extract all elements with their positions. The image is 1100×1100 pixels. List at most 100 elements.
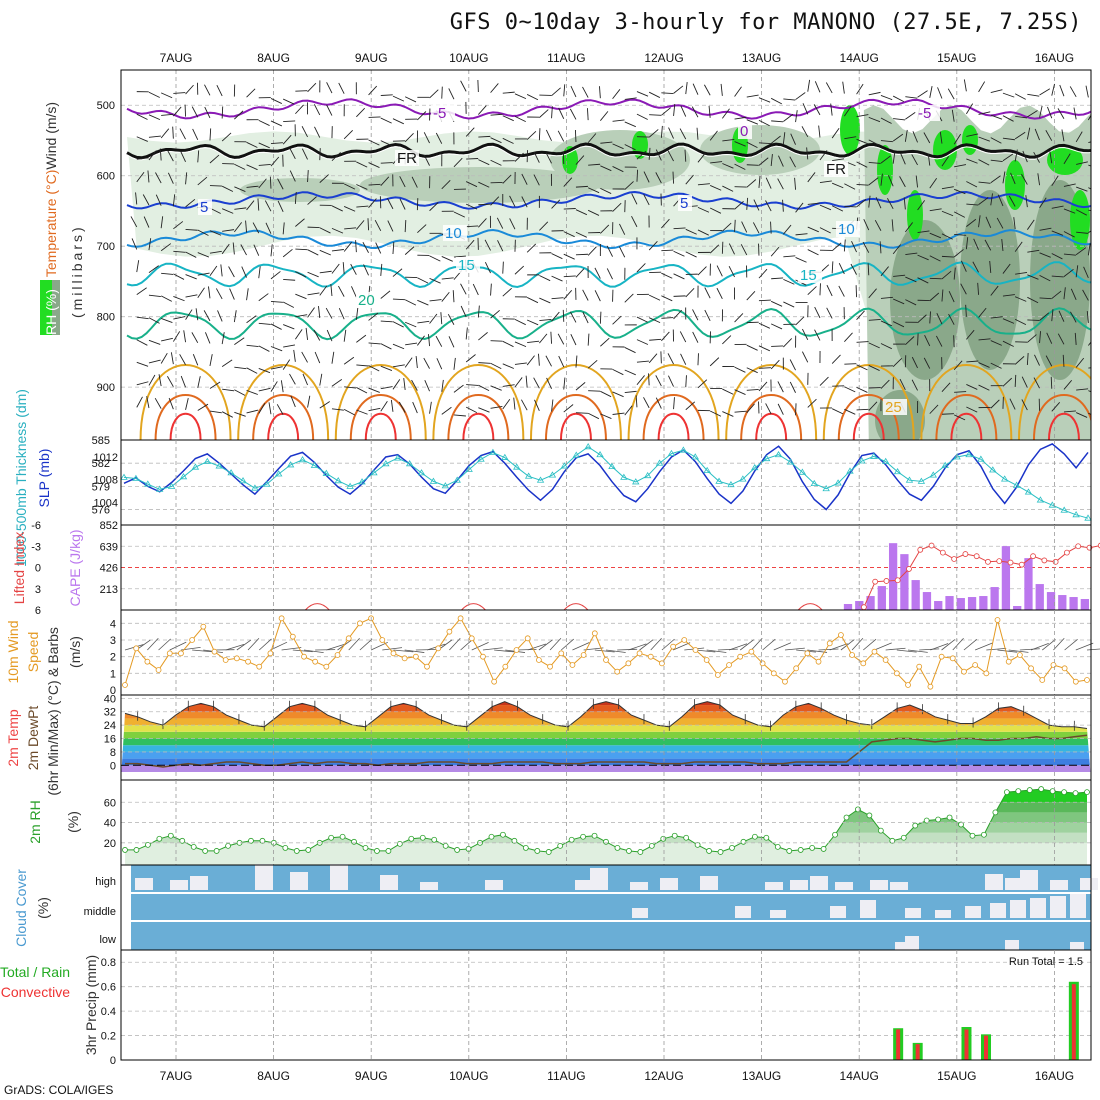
wind-barb [1021,173,1028,185]
wind-barb [765,177,772,189]
wind-barb [1088,390,1091,393]
wind-barb [221,332,225,345]
wind-barb [892,298,905,305]
precip-conv-bar [896,1029,901,1060]
wind-barb [155,194,162,206]
wind-barb [1085,85,1089,98]
wind-barb [441,277,454,280]
wind-barb [447,313,455,325]
wind-barb [539,221,549,231]
wind-barb [709,130,718,141]
wind-barb [411,176,418,188]
wind-barb [856,138,868,145]
wind-barb-10m [874,642,892,651]
wind-barb-10m [617,648,638,651]
wind-barb [295,248,308,251]
wind-barb [844,205,857,208]
wind-barb [1051,290,1062,299]
cloud-mid-bar [1070,894,1086,918]
wind-barb [282,359,291,370]
wind-barb [558,355,565,368]
wind-barb [905,96,918,99]
wind-barb [270,156,280,167]
wind-barb [301,148,308,160]
wind-barb [246,367,258,374]
wind-barb [879,241,882,254]
rh-shade-green [840,105,860,155]
wind-barb [161,272,174,275]
wind-barb [875,197,882,209]
contour-label-bg [798,267,822,283]
wind-barb [185,398,189,410]
wind-barb [1059,84,1065,97]
wind-barb [276,404,284,415]
wind-barb [965,237,969,250]
wind-barb [978,307,987,318]
wind-barb [1088,209,1091,211]
wind-barb [612,166,624,173]
date-label-bottom: 12AUG [644,1069,683,1083]
wind-barb [380,365,393,371]
slp-line-point [1048,501,1057,508]
slp-line-point [382,460,390,467]
wind-speed-line-point [972,662,979,668]
wind-barb [684,149,687,162]
cloud-mid-bar [905,908,921,918]
wind-barb [550,331,553,344]
wind-barb [582,289,589,301]
contour-label-bg [883,399,907,415]
wind-barb [404,357,413,368]
slp-line-point [167,482,176,489]
contour-35 [364,412,397,440]
wind-barb [880,173,883,186]
wind-barb [856,114,869,118]
wind-speed-line-point [144,658,151,665]
wind-speed-line-point [133,645,140,652]
wind-barb [490,113,503,116]
wind-barb [1088,164,1091,167]
contour-label: 15 [800,267,817,284]
slp-line-point [144,480,152,487]
date-label-top: 7AUG [160,51,193,65]
rh-band [125,789,1087,803]
wind-barb [941,289,944,302]
wind-barb [661,317,674,319]
wind-speed-line-point [233,655,240,662]
wind-barb [1057,333,1065,345]
wind-barb [234,389,246,396]
wind-barb [856,199,867,208]
wind-barb [185,228,198,231]
wind-barb [380,263,383,276]
wind-barb [770,97,783,105]
wind-barb [1082,289,1089,301]
contour-label-bg [431,105,455,121]
wind-barb [807,202,820,205]
wind-barb-10m [393,649,414,653]
wind-barb [270,120,283,127]
wind-barb [465,354,476,363]
wind-barb [960,283,967,295]
wind-barb [941,186,954,190]
slp-line-point [786,458,795,465]
wind-barb [563,84,566,97]
wind-speed-line-point [983,670,990,677]
wind-barb [246,389,258,395]
wind-barb [963,79,967,92]
ytick-pressure: 600 [97,171,115,183]
rh-line-point [167,832,174,839]
wind-barb [326,104,333,116]
slp-line-point [513,463,521,470]
wind-barb [496,217,504,229]
wind-speed-line-point [726,662,732,668]
wind-barb [826,284,833,297]
wind-barb [502,384,515,387]
wind-speed-line-point [949,655,956,662]
wind-barb [953,133,962,145]
slp-line-point [155,485,164,492]
wind-barb [343,241,353,252]
label-rh: RH (%) [43,289,59,335]
wind-barb [289,148,296,160]
wind-barb [460,283,467,295]
rh-line-point [396,840,403,847]
